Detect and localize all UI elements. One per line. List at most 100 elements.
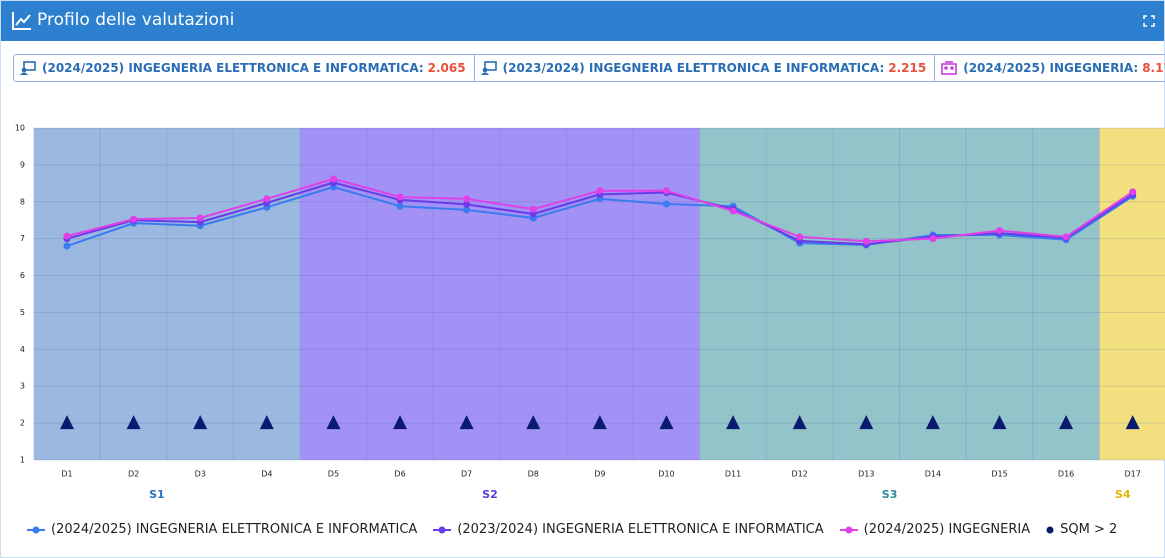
point bbox=[463, 200, 471, 208]
swatch-dot bbox=[438, 526, 446, 533]
legend-item[interactable]: (2024/2025) INGEGNERIA ELETTRONICA E INF… bbox=[27, 522, 417, 537]
triangle-marker bbox=[792, 415, 807, 430]
header: Profilo delle valutazioni bbox=[1, 1, 1164, 41]
badge-value: 2.065 bbox=[427, 61, 466, 75]
badge-icon bbox=[941, 61, 958, 75]
x-tick-label: D15 bbox=[991, 470, 1007, 479]
point bbox=[63, 242, 71, 250]
triangle-marker bbox=[526, 415, 541, 430]
swatch-dot bbox=[1046, 526, 1054, 533]
triangle-marker bbox=[259, 415, 274, 430]
point bbox=[63, 232, 71, 240]
legend-label: (2024/2025) INGEGNERIA ELETTRONICA E INF… bbox=[51, 522, 418, 537]
y-tick-label: 2 bbox=[20, 419, 25, 428]
triangle-marker bbox=[126, 415, 141, 430]
group-band bbox=[1099, 128, 1165, 460]
x-tick-label: D12 bbox=[791, 470, 807, 479]
point bbox=[662, 187, 670, 195]
point bbox=[196, 214, 204, 222]
x-tick-label: D7 bbox=[461, 470, 472, 479]
point bbox=[329, 175, 337, 183]
x-tick-label: D13 bbox=[858, 470, 874, 479]
x-tick-label: D11 bbox=[725, 470, 741, 479]
y-tick-label: 7 bbox=[20, 234, 25, 243]
point bbox=[596, 187, 604, 195]
x-tick-label: D2 bbox=[128, 470, 139, 479]
swatch-dot bbox=[32, 526, 40, 533]
legend-label: (2024/2025) INGEGNERIA bbox=[863, 522, 1031, 537]
badge: (2024/2025) INGEGNERIA:8.177 bbox=[934, 55, 1165, 81]
badge-value: 8.177 bbox=[1142, 61, 1165, 75]
badge: (2024/2025) INGEGNERIA ELETTRONICA E INF… bbox=[14, 55, 474, 81]
x-tick-label: D1 bbox=[61, 470, 72, 479]
badge: (2023/2024) INGEGNERIA ELETTRONICA E INF… bbox=[473, 55, 935, 81]
point bbox=[463, 206, 471, 214]
y-tick-label: 1 bbox=[20, 456, 25, 465]
point bbox=[995, 227, 1003, 235]
legend-swatch bbox=[839, 526, 858, 533]
point bbox=[662, 200, 670, 208]
legend-item[interactable]: SQM > 2 bbox=[1046, 522, 1117, 537]
x-tick-label: D16 bbox=[1058, 470, 1074, 479]
group-band bbox=[699, 128, 1100, 460]
badge-label: (2024/2025) INGEGNERIA ELETTRONICA E INF… bbox=[42, 61, 424, 75]
triangle-marker bbox=[193, 415, 208, 430]
x-tick-label: D8 bbox=[528, 470, 539, 479]
x-tick-label: D4 bbox=[261, 470, 272, 479]
y-tick-label: 4 bbox=[20, 345, 25, 354]
legend-item[interactable]: (2024/2025) INGEGNERIA bbox=[839, 522, 1031, 537]
legend-item[interactable]: (2023/2024) INGEGNERIA ELETTRONICA E INF… bbox=[433, 522, 824, 537]
point bbox=[463, 195, 471, 203]
triangle-marker bbox=[592, 415, 607, 430]
expand-icon[interactable] bbox=[1143, 15, 1155, 27]
point bbox=[729, 207, 737, 215]
badge-icon bbox=[480, 61, 497, 75]
point bbox=[263, 195, 271, 203]
triangle-marker bbox=[859, 415, 874, 430]
triangle-marker bbox=[60, 415, 75, 430]
badge-icon bbox=[20, 61, 36, 75]
badge-row: (2024/2025) INGEGNERIA ELETTRONICA E INF… bbox=[13, 54, 1165, 82]
triangle-marker bbox=[326, 415, 341, 430]
group-label: S2 bbox=[482, 488, 498, 501]
triangle-marker bbox=[393, 415, 408, 430]
point bbox=[130, 215, 138, 223]
point bbox=[929, 235, 937, 243]
legend-label: (2023/2024) INGEGNERIA ELETTRONICA E INF… bbox=[457, 522, 824, 537]
legend-swatch bbox=[27, 526, 45, 533]
triangle-marker bbox=[726, 415, 741, 430]
y-tick-label: 9 bbox=[20, 160, 25, 169]
group-label: S1 bbox=[149, 488, 165, 501]
group-band bbox=[300, 128, 700, 460]
x-tick-label: D17 bbox=[1125, 470, 1141, 479]
title: Profilo delle valutazioni bbox=[37, 10, 235, 30]
y-tick-label: 8 bbox=[20, 197, 25, 206]
badge-label: (2023/2024) INGEGNERIA ELETTRONICA E INF… bbox=[502, 61, 885, 75]
swatch-dot bbox=[845, 526, 853, 533]
point bbox=[796, 233, 804, 241]
point bbox=[1129, 188, 1137, 196]
point bbox=[862, 237, 870, 245]
legend-label: SQM > 2 bbox=[1060, 522, 1118, 537]
y-tick-label: 10 bbox=[15, 124, 25, 133]
triangle-marker bbox=[1125, 415, 1140, 430]
y-tick-label: 6 bbox=[20, 271, 25, 280]
triangle-marker bbox=[459, 415, 474, 430]
point bbox=[396, 193, 404, 201]
y-tick-label: 3 bbox=[20, 382, 25, 391]
chart: S1 S2 S3 S4 1 2 3 4 5 6 7 8 9 10 D1 D2 D3 D4 D5 D6 D7 D8 D9 D10… bbox=[15, 124, 1165, 501]
badge-value: 2.215 bbox=[888, 61, 927, 75]
point bbox=[1062, 233, 1070, 241]
point bbox=[529, 210, 537, 218]
x-tick-label: D10 bbox=[658, 470, 674, 479]
x-tick-label: D14 bbox=[925, 470, 941, 479]
chart-icon bbox=[12, 12, 31, 30]
x-tick-label: D9 bbox=[594, 470, 605, 479]
triangle-marker bbox=[925, 415, 940, 430]
point bbox=[529, 205, 537, 213]
triangle-marker bbox=[659, 415, 674, 430]
legend-swatch bbox=[433, 526, 452, 533]
triangle-marker bbox=[1059, 415, 1074, 430]
group-band bbox=[33, 128, 301, 460]
triangle-marker bbox=[992, 415, 1007, 430]
